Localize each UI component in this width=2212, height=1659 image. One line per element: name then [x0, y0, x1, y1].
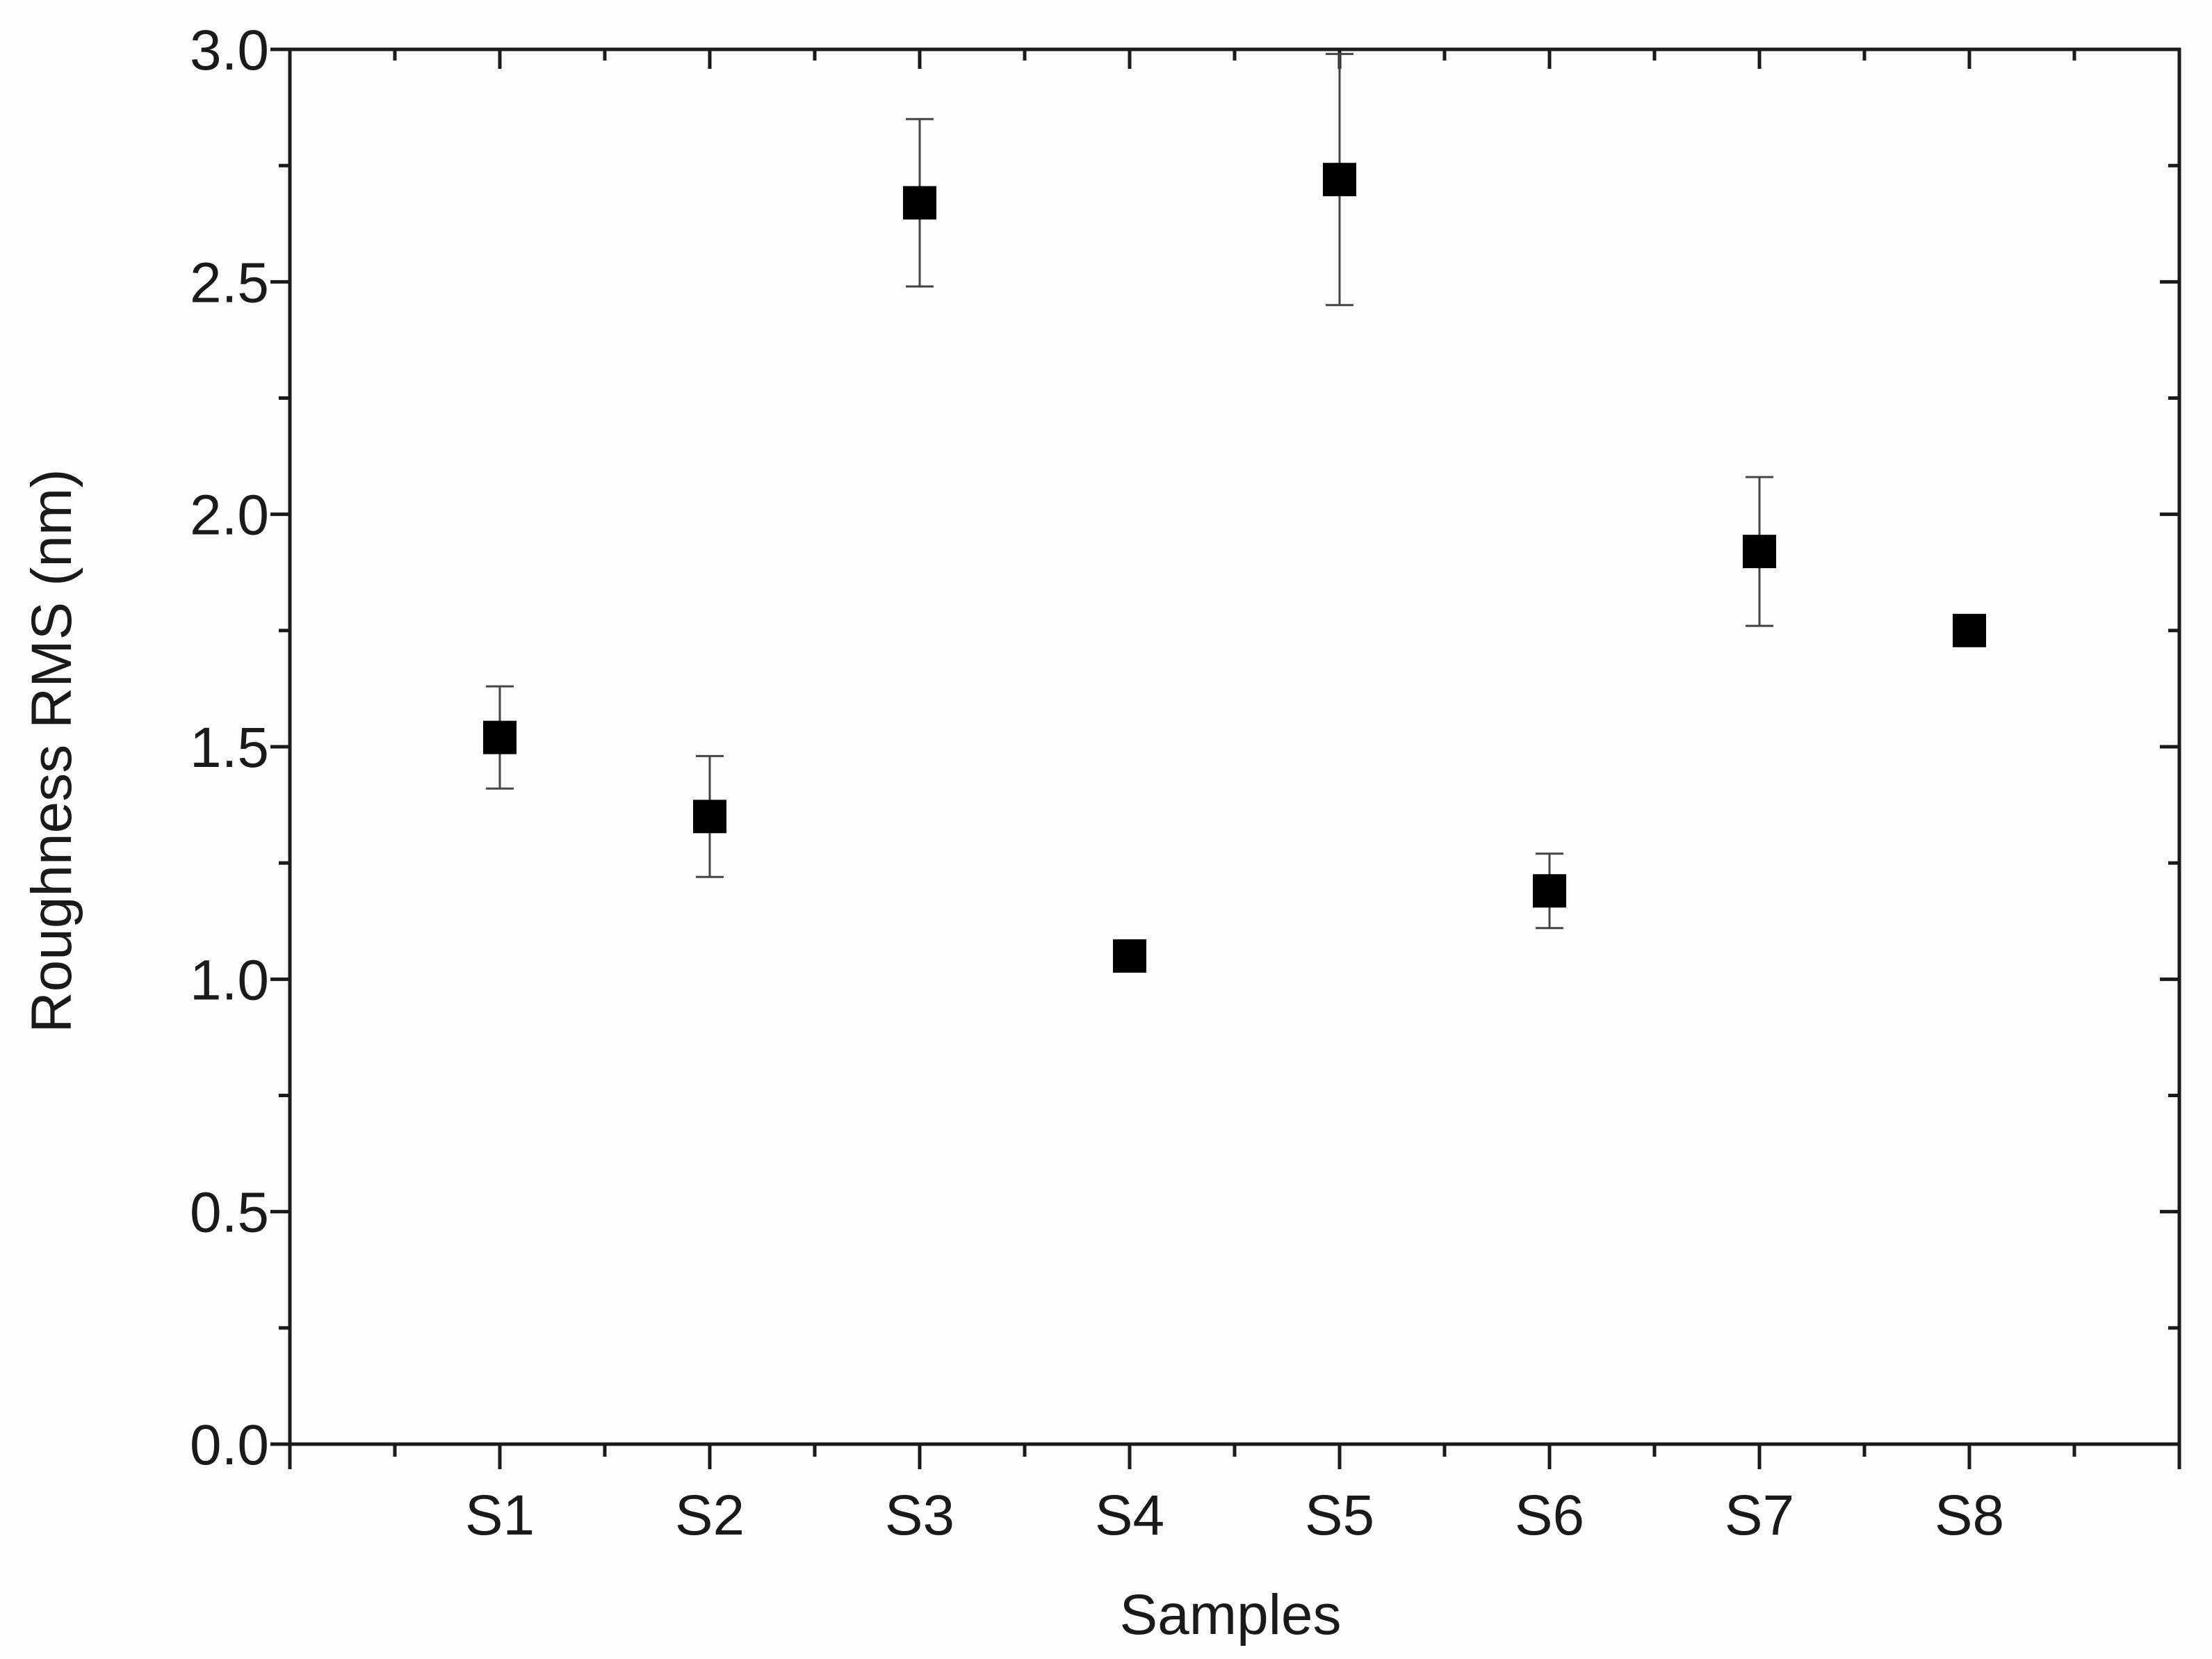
marker — [1113, 939, 1146, 973]
y-tick-label: 1.5 — [190, 716, 269, 779]
y-tick-label: 3.0 — [190, 19, 269, 82]
y-tick-label: 0.5 — [190, 1181, 269, 1245]
x-tick-label: S3 — [885, 1484, 954, 1547]
marker — [903, 186, 936, 220]
x-tick-label: S1 — [465, 1484, 535, 1547]
x-tick-label: S8 — [1935, 1484, 2004, 1547]
marker — [1743, 535, 1776, 569]
marker — [483, 720, 517, 754]
marker — [1533, 874, 1566, 908]
marker — [693, 800, 726, 834]
x-axis-label: Samples — [1119, 1583, 1341, 1646]
y-axis-label: Roughness RMS (nm) — [20, 469, 83, 1033]
y-tick-label: 1.0 — [190, 948, 269, 1012]
x-tick-label: S5 — [1305, 1484, 1374, 1547]
x-tick-label: S4 — [1095, 1484, 1164, 1547]
y-tick-label: 0.0 — [190, 1414, 269, 1477]
marker — [1953, 613, 1986, 647]
x-tick-label: S6 — [1515, 1484, 1584, 1547]
x-tick-label: S7 — [1725, 1484, 1794, 1547]
marker — [1323, 163, 1356, 197]
x-tick-label: S2 — [675, 1484, 745, 1547]
y-tick-label: 2.0 — [190, 484, 269, 547]
y-tick-label: 2.5 — [190, 251, 269, 314]
